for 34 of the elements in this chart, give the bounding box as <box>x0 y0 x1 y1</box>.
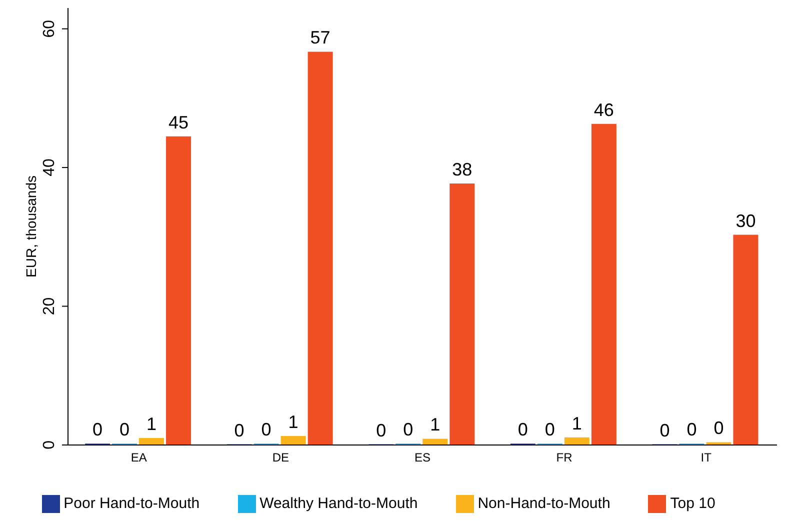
x-tick-label: IT <box>700 450 712 464</box>
data-label: 0 <box>120 420 130 440</box>
data-label: 1 <box>288 412 298 432</box>
y-tick-label: 20 <box>41 297 58 316</box>
data-label: 0 <box>518 420 528 440</box>
data-label: 57 <box>310 28 330 48</box>
data-label: 46 <box>594 100 614 120</box>
y-tick-label: 40 <box>41 158 58 176</box>
data-label: 1 <box>430 414 440 435</box>
legend-label: Non-Hand-to-Mouth <box>478 494 610 512</box>
data-label: 0 <box>376 420 386 440</box>
legend-label: Poor Hand-to-Mouth <box>64 494 200 512</box>
data-label: 0 <box>686 420 697 440</box>
x-tick-label: DE <box>272 450 290 464</box>
x-tick-label: FR <box>556 450 573 464</box>
y-tick-label: 60 <box>41 20 58 38</box>
data-label: 0 <box>544 420 555 440</box>
data-label: 0 <box>92 420 103 440</box>
x-tick-label: EA <box>130 450 147 464</box>
x-tick-label: ES <box>414 450 431 464</box>
data-label: 0 <box>714 418 724 438</box>
y-tick-label: 0 <box>41 440 58 450</box>
data-label: 1 <box>572 413 582 434</box>
data-label: 1 <box>146 414 157 434</box>
data-label: 30 <box>736 210 756 231</box>
data-label: 38 <box>452 159 472 180</box>
legend-label: Wealthy Hand-to-Mouth <box>260 494 418 512</box>
legend-label: Top 10 <box>670 494 716 512</box>
data-label: 0 <box>403 420 414 440</box>
data-label: 0 <box>660 420 670 440</box>
y-axis-title: EUR, thousands <box>22 176 39 278</box>
data-label: 0 <box>234 420 244 440</box>
data-label: 45 <box>168 112 189 132</box>
data-label: 0 <box>261 420 272 440</box>
